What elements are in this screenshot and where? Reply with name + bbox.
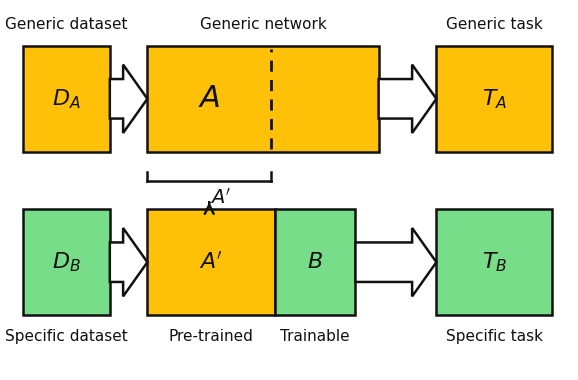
Text: $D_B$: $D_B$ [52,250,81,274]
Bar [436,209,552,315]
Text: $A'$: $A'$ [199,252,223,273]
Bar [147,46,379,152]
Text: $D_A$: $D_A$ [52,87,81,111]
Text: $T_B$: $T_B$ [481,250,507,274]
Text: Specific task: Specific task [446,329,543,344]
Polygon shape [110,65,147,133]
Bar [23,46,110,152]
Text: $A$: $A$ [198,84,220,113]
Bar [436,46,552,152]
Text: Pre-trained: Pre-trained [169,329,253,344]
Text: Generic network: Generic network [199,17,327,32]
Text: Generic dataset: Generic dataset [5,17,128,32]
Text: $A'$: $A'$ [210,187,231,207]
Bar [23,209,110,315]
Text: Trainable: Trainable [280,329,350,344]
Text: $T_A$: $T_A$ [481,87,507,111]
Bar [147,209,275,315]
Polygon shape [355,228,436,296]
Text: Generic task: Generic task [446,17,543,32]
Text: Specific dataset: Specific dataset [5,329,128,344]
Bar [275,209,355,315]
Text: $B$: $B$ [307,252,323,272]
Polygon shape [110,228,147,296]
Polygon shape [379,65,436,133]
